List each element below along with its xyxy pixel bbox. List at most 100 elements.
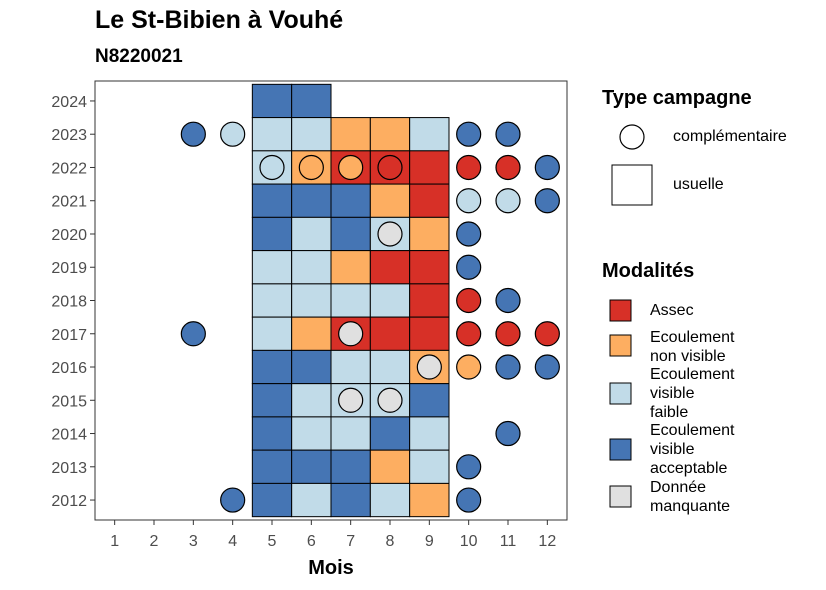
- point-2017-3: [181, 322, 205, 346]
- y-tick-label: 2014: [51, 427, 87, 444]
- point-2022-6: [299, 155, 323, 179]
- x-axis-label: Mois: [308, 557, 354, 579]
- tile-2018-6: [292, 284, 331, 317]
- x-tick-label: 3: [189, 533, 198, 550]
- legend-mod-label: visible: [650, 384, 694, 404]
- y-tick-label: 2020: [51, 227, 87, 244]
- tile-2023-9: [410, 118, 449, 151]
- tile-2018-7: [331, 284, 370, 317]
- x-tick-label: 6: [307, 533, 316, 550]
- tile-2012-7: [331, 483, 370, 516]
- tile-2018-5: [252, 284, 291, 317]
- x-tick-label: 8: [386, 533, 395, 550]
- point-2016-10: [457, 355, 481, 379]
- point-2023-10: [457, 122, 481, 146]
- tile-2021-6: [292, 184, 331, 217]
- x-tick-label: 1: [110, 533, 119, 550]
- legend-key-assec: [610, 300, 631, 321]
- tile-2016-6: [292, 350, 331, 383]
- legend-mod-label: faible: [650, 403, 688, 423]
- y-tick-label: 2024: [51, 94, 87, 111]
- legend-mod-label: manquante: [650, 497, 730, 517]
- tile-2012-5: [252, 483, 291, 516]
- x-tick-label: 5: [268, 533, 277, 550]
- x-tick-label: 2: [150, 533, 159, 550]
- point-2022-8: [378, 155, 402, 179]
- point-2023-4: [221, 122, 245, 146]
- point-2015-7: [339, 388, 363, 412]
- x-tick-label: 11: [500, 533, 517, 550]
- tile-2021-8: [370, 184, 409, 217]
- tile-2016-7: [331, 350, 370, 383]
- y-tick-label: 2019: [51, 260, 87, 277]
- tile-2023-8: [370, 118, 409, 151]
- legend-mod-label: acceptable: [650, 459, 727, 479]
- point-2022-5: [260, 155, 284, 179]
- point-2017-11: [496, 322, 520, 346]
- tile-2021-5: [252, 184, 291, 217]
- point-2023-11: [496, 122, 520, 146]
- legend-mod-label: Ecoulement: [650, 421, 735, 441]
- point-2019-10: [457, 255, 481, 279]
- x-tick-label: 7: [346, 533, 355, 550]
- y-tick-label: 2017: [51, 327, 87, 344]
- y-tick-label: 2021: [51, 194, 87, 211]
- tile-2020-7: [331, 217, 370, 250]
- point-2022-11: [496, 155, 520, 179]
- legend-mod-title: Modalités: [602, 260, 694, 283]
- legend-type-title: Type campagne: [602, 87, 752, 110]
- point-2021-11: [496, 189, 520, 213]
- tile-2014-9: [410, 417, 449, 450]
- tile-2012-9: [410, 483, 449, 516]
- point-2012-10: [457, 488, 481, 512]
- point-2020-10: [457, 222, 481, 246]
- tile-2019-6: [292, 251, 331, 284]
- point-2016-9: [417, 355, 441, 379]
- tile-2018-8: [370, 284, 409, 317]
- tile-2013-5: [252, 450, 291, 483]
- usuelle-tiles: [252, 84, 449, 516]
- y-tick-label: 2023: [51, 127, 87, 144]
- tile-2015-5: [252, 384, 291, 417]
- point-2013-10: [457, 455, 481, 479]
- tile-2018-9: [410, 284, 449, 317]
- tile-2020-6: [292, 217, 331, 250]
- y-tick-label: 2018: [51, 294, 87, 311]
- y-tick-label: 2012: [51, 493, 87, 510]
- tile-2013-9: [410, 450, 449, 483]
- legend-mod-label: Assec: [650, 301, 694, 321]
- tile-2017-9: [410, 317, 449, 350]
- legend-type-label: usuelle: [673, 175, 724, 195]
- x-tick-label: 9: [425, 533, 434, 550]
- point-2015-8: [378, 388, 402, 412]
- tile-2019-7: [331, 251, 370, 284]
- point-2017-10: [457, 322, 481, 346]
- legend-key-square: [612, 165, 652, 205]
- point-2023-3: [181, 122, 205, 146]
- point-2022-7: [339, 155, 363, 179]
- point-2021-10: [457, 189, 481, 213]
- tile-2013-6: [292, 450, 331, 483]
- tile-2015-9: [410, 384, 449, 417]
- tile-2023-6: [292, 118, 331, 151]
- tile-2016-8: [370, 350, 409, 383]
- tile-2013-7: [331, 450, 370, 483]
- tile-2014-7: [331, 417, 370, 450]
- tile-2014-6: [292, 417, 331, 450]
- tile-2017-5: [252, 317, 291, 350]
- point-2018-11: [496, 289, 520, 313]
- legend-mod-label: Donnée: [650, 478, 706, 498]
- point-2016-11: [496, 355, 520, 379]
- y-tick-label: 2022: [51, 160, 87, 177]
- point-2018-10: [457, 289, 481, 313]
- tile-2019-9: [410, 251, 449, 284]
- legend-type-label: complémentaire: [673, 127, 787, 147]
- point-2022-10: [457, 155, 481, 179]
- tile-2024-6: [292, 84, 331, 117]
- tile-2021-9: [410, 184, 449, 217]
- legend-mod-label: visible: [650, 440, 694, 460]
- tile-2016-5: [252, 350, 291, 383]
- tile-2020-5: [252, 217, 291, 250]
- tile-2024-5: [252, 84, 291, 117]
- point-2017-12: [535, 322, 559, 346]
